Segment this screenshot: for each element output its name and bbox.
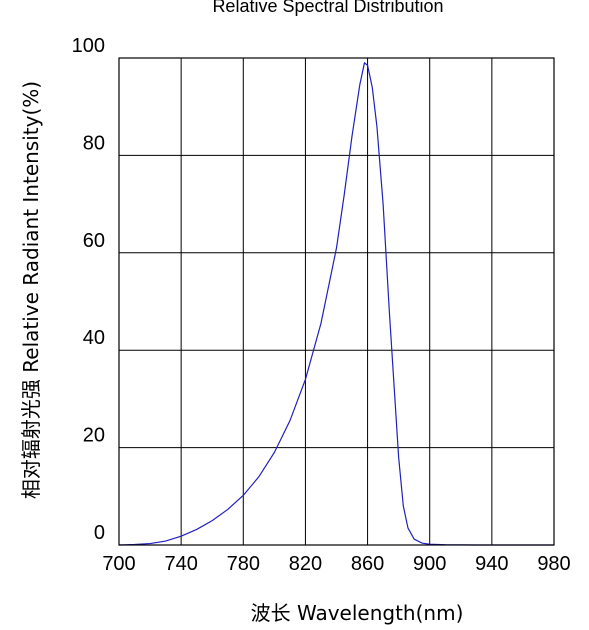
plot-frame <box>118 57 555 546</box>
x-tick-label: 820 <box>289 553 322 575</box>
y-tick-label: 80 <box>83 132 105 154</box>
x-tick-labels: 700 740 780 820 860 900 940 980 <box>102 553 570 575</box>
x-tick-label: 940 <box>475 553 508 575</box>
y-tick-label: 20 <box>83 425 105 447</box>
x-tick-label: 980 <box>537 553 570 575</box>
grid <box>118 57 555 546</box>
x-axis-label: 波长 Wavelength(nm) <box>251 601 464 625</box>
y-tick-labels: 0 20 40 60 80 100 <box>72 35 105 544</box>
chart-title: Relative Spectral Distribution <box>212 0 443 16</box>
series-line <box>118 61 554 546</box>
y-tick-label: 100 <box>72 35 105 57</box>
y-axis-label: 相对辐射光强 Relative Radiant Intensity(%) <box>19 81 43 499</box>
y-tick-label: 40 <box>83 327 105 349</box>
x-tick-label: 900 <box>413 553 446 575</box>
y-tick-label: 60 <box>83 230 105 252</box>
x-tick-label: 740 <box>164 553 197 575</box>
x-tick-label: 700 <box>102 553 135 575</box>
x-tick-label: 780 <box>227 553 260 575</box>
x-tick-label: 860 <box>351 553 384 575</box>
y-tick-label: 0 <box>94 522 105 544</box>
